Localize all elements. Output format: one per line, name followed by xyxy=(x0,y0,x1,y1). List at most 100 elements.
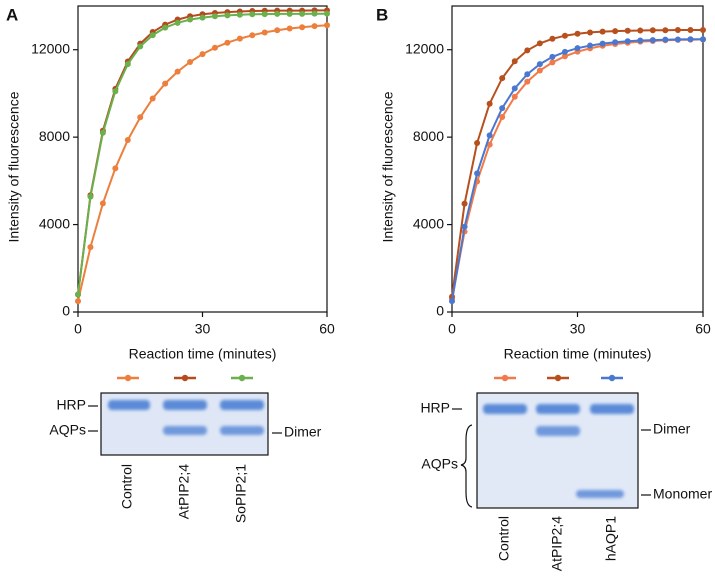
x-tick-label: 60 xyxy=(695,321,711,337)
data-point xyxy=(624,27,631,34)
data-point xyxy=(587,42,594,49)
x-axis-label: Reaction time (minutes) xyxy=(504,346,652,362)
data-point xyxy=(174,68,181,75)
data-point xyxy=(124,136,131,143)
data-point xyxy=(486,132,493,139)
data-point xyxy=(599,28,606,35)
data-point xyxy=(486,100,493,107)
data-point xyxy=(211,44,218,51)
data-point xyxy=(112,165,119,172)
data-point xyxy=(199,51,206,58)
data-point xyxy=(536,40,543,47)
data-point xyxy=(311,23,318,30)
y-tick-label: 8000 xyxy=(39,128,70,144)
data-point xyxy=(674,36,681,43)
y-tick-label: 4000 xyxy=(413,215,444,231)
data-point xyxy=(236,11,243,18)
data-point xyxy=(499,105,506,112)
gel-label: HRP xyxy=(56,397,86,413)
data-point xyxy=(137,114,144,121)
data-point xyxy=(236,35,243,42)
lane-label: AtPIP2;4 xyxy=(549,516,565,571)
legend-swatch-dot xyxy=(608,374,616,382)
legend-swatch-dot xyxy=(181,374,189,382)
data-point xyxy=(549,59,556,66)
y-axis-label: Intensity of fluorescence xyxy=(6,91,22,242)
series-line xyxy=(451,29,703,297)
data-point xyxy=(174,19,181,26)
series-line xyxy=(451,38,704,300)
gel-band xyxy=(590,404,634,414)
gel-label: AQPs xyxy=(49,422,86,438)
gel-label: HRP xyxy=(420,400,450,416)
data-point xyxy=(687,27,694,34)
data-point xyxy=(261,29,268,36)
x-tick-label: 0 xyxy=(74,321,82,337)
data-point xyxy=(211,13,218,20)
data-point xyxy=(511,58,518,65)
gel-band xyxy=(576,490,624,498)
gel-brace xyxy=(460,424,473,508)
data-point xyxy=(511,93,518,100)
data-point xyxy=(700,27,706,34)
gel-band xyxy=(163,426,207,435)
data-point xyxy=(149,32,156,39)
data-point xyxy=(612,28,619,35)
x-tick-label: 30 xyxy=(570,321,586,337)
series-line xyxy=(451,38,703,302)
data-point xyxy=(536,61,543,68)
data-point xyxy=(561,53,568,60)
data-point xyxy=(499,75,506,82)
data-point xyxy=(637,27,644,34)
data-point xyxy=(324,22,330,29)
data-point xyxy=(137,43,144,50)
data-point xyxy=(474,170,481,177)
gel-label: Dimer xyxy=(284,424,322,440)
lane-label: Control xyxy=(496,516,512,561)
gel-label: AQPs xyxy=(421,456,458,472)
data-point xyxy=(449,298,455,305)
legend-swatch-dot xyxy=(238,374,246,382)
data-point xyxy=(536,67,543,74)
data-point xyxy=(649,27,656,34)
data-point xyxy=(486,141,493,148)
x-tick-label: 0 xyxy=(448,321,456,337)
data-point xyxy=(649,37,656,44)
gel-band xyxy=(163,400,207,410)
data-point xyxy=(574,45,581,52)
data-point xyxy=(261,11,268,18)
data-point xyxy=(249,11,256,18)
panel-label: A xyxy=(6,5,18,24)
data-point xyxy=(599,40,606,47)
data-point xyxy=(549,35,556,42)
data-point xyxy=(99,129,106,136)
data-point xyxy=(75,291,81,298)
data-point xyxy=(274,27,281,34)
data-point xyxy=(687,36,694,43)
panel-label: B xyxy=(376,5,388,24)
data-point xyxy=(87,244,94,251)
x-tick-label: 60 xyxy=(319,321,335,337)
lane-label: SoPIP2;1 xyxy=(233,464,249,523)
data-point xyxy=(461,200,468,207)
data-point xyxy=(511,85,518,92)
gel-label: Dimer xyxy=(653,421,691,437)
legend-swatch-dot xyxy=(501,374,509,382)
legend-swatch-dot xyxy=(554,374,562,382)
data-point xyxy=(224,39,231,46)
data-point xyxy=(574,30,581,37)
data-point xyxy=(637,37,644,44)
gel-label: Monomer xyxy=(653,486,712,502)
gel-b: HRP AQPs Dimer Monomer xyxy=(420,392,712,509)
lane-label: hAQP1 xyxy=(603,516,619,561)
data-point xyxy=(662,36,669,43)
gel-a: HRP AQPs Dimer xyxy=(49,392,322,456)
data-point xyxy=(499,114,506,121)
data-point xyxy=(75,298,81,305)
y-tick-label: 0 xyxy=(436,303,444,319)
x-axis-label: Reaction time (minutes) xyxy=(129,346,277,362)
x-tick-label: 30 xyxy=(195,321,211,337)
data-point xyxy=(561,48,568,55)
data-point xyxy=(149,95,156,102)
data-point xyxy=(249,32,256,39)
